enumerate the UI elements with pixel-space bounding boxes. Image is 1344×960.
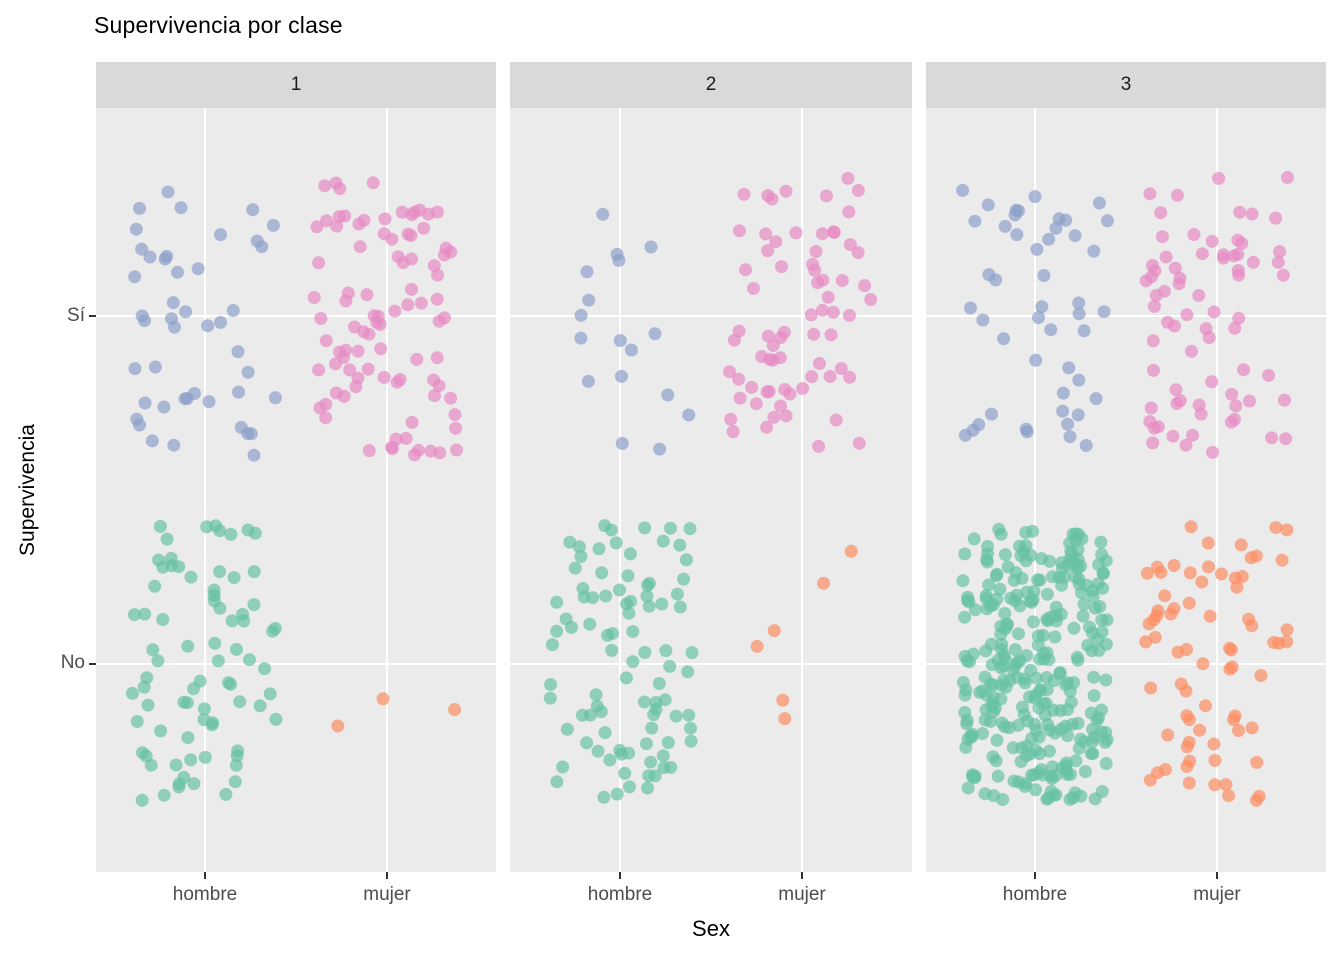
x-tick xyxy=(386,872,388,879)
panel-class-1 xyxy=(96,108,496,872)
x-tick xyxy=(619,872,621,879)
panel-class-2 xyxy=(510,108,912,872)
gridline-vertical xyxy=(801,108,804,872)
gridline-horizontal xyxy=(926,662,1326,665)
gridline-vertical xyxy=(385,108,388,872)
y-axis-title: Supervivencia xyxy=(16,424,39,556)
facet-strip-label: 3 xyxy=(1120,74,1132,95)
x-tick-label-mujer: mujer xyxy=(1193,884,1241,905)
facet-strip-1: 1 xyxy=(96,62,496,108)
facet-strip-label: 2 xyxy=(705,74,717,95)
gridline-horizontal xyxy=(96,315,496,318)
x-tick xyxy=(1216,872,1218,879)
panel-class-3 xyxy=(926,108,1326,872)
x-tick xyxy=(204,872,206,879)
y-tick-si xyxy=(89,315,96,317)
gridline-vertical xyxy=(204,108,207,872)
x-tick xyxy=(1034,872,1036,879)
gridline-horizontal xyxy=(926,315,1326,318)
gridline-horizontal xyxy=(510,662,912,665)
y-tick-no xyxy=(89,663,96,665)
x-tick-label-hombre: hombre xyxy=(1002,884,1068,905)
y-tick-label-no: No xyxy=(60,652,85,673)
x-tick-label-hombre: hombre xyxy=(587,884,653,905)
gridline-vertical xyxy=(1215,108,1218,872)
gridline-vertical xyxy=(1034,108,1037,872)
x-tick xyxy=(801,872,803,879)
gridline-vertical xyxy=(618,108,621,872)
x-tick-label-hombre: hombre xyxy=(172,884,238,905)
x-tick-label-mujer: mujer xyxy=(778,884,826,905)
y-tick-label-si: Sí xyxy=(67,305,85,326)
x-tick-label-mujer: mujer xyxy=(363,884,411,905)
plot-title: Supervivencia por clase xyxy=(94,12,343,38)
facet-strip-3: 3 xyxy=(926,62,1326,108)
gridline-horizontal xyxy=(96,662,496,665)
x-axis-title: Sex xyxy=(692,916,730,941)
gridline-horizontal xyxy=(510,315,912,318)
facet-strip-2: 2 xyxy=(510,62,912,108)
facet-strip-label: 1 xyxy=(290,74,302,95)
